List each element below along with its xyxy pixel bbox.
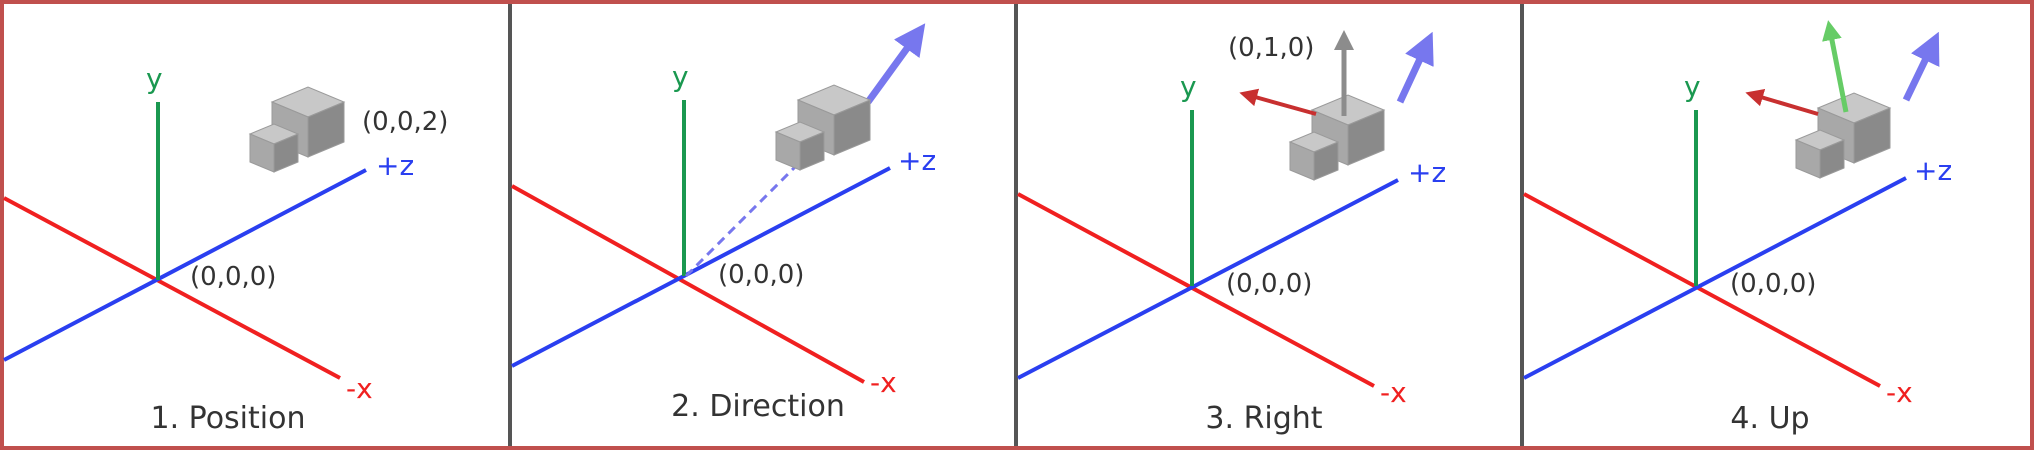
right-arrow-icon: [1239, 88, 1317, 116]
direction-arrow-icon: [1396, 31, 1434, 104]
origin-label: (0,0,0): [1730, 269, 1816, 299]
z-axis: [1523, 176, 1907, 380]
panel-up: y +z -x (0,0,0) 4. Up: [1523, 20, 1952, 436]
x-axis: [1523, 192, 1881, 388]
z-axis: [1017, 178, 1399, 380]
panel-position: y +z -x (0,0,2) (0,0,0) 1. Position: [3, 62, 448, 436]
x-axis: [1017, 192, 1375, 388]
z-axis: [511, 166, 891, 368]
origin-label: (0,0,0): [190, 262, 276, 292]
z-axis: [3, 168, 367, 362]
up-arrow-icon: [1822, 20, 1849, 113]
origin-label: (0,0,0): [1226, 269, 1312, 299]
right-arrow-icon: [1745, 88, 1819, 116]
panel-caption: 4. Up: [1730, 401, 1809, 436]
x-axis-label: -x: [346, 372, 373, 405]
y-axis-label: y: [1684, 70, 1701, 103]
y-axis-label: y: [672, 60, 689, 93]
panel-direction: y +z -x (0,0,0) 2. Direction: [511, 23, 936, 424]
panel-caption: 2. Direction: [671, 389, 845, 424]
x-axis: [3, 196, 341, 380]
panel-right: y +z -x (0,1,0) (0,0,0) 3. Right: [1017, 30, 1446, 436]
z-axis-label: +z: [1914, 154, 1952, 187]
panel-caption: 3. Right: [1205, 401, 1322, 436]
z-axis-label: +z: [898, 144, 936, 177]
panel-divider: [1520, 4, 1524, 446]
x-axis-label: -x: [1380, 376, 1407, 409]
panel-divider: [508, 4, 512, 446]
y-axis-label: y: [1180, 70, 1197, 103]
panel-caption: 1. Position: [151, 401, 306, 436]
x-axis-label: -x: [1886, 376, 1913, 409]
world-up-label: (0,1,0): [1228, 33, 1314, 63]
panel-divider: [1014, 4, 1018, 446]
origin-label: (0,0,0): [718, 260, 804, 290]
direction-arrow-icon: [1902, 31, 1940, 102]
camera-position-label: (0,0,2): [362, 107, 448, 137]
x-axis: [511, 184, 865, 384]
y-axis-label: y: [146, 62, 163, 95]
x-axis-label: -x: [870, 366, 897, 399]
z-axis-label: +z: [1408, 156, 1446, 189]
direction-arrow-icon: [865, 23, 926, 105]
z-axis-label: +z: [376, 149, 414, 182]
